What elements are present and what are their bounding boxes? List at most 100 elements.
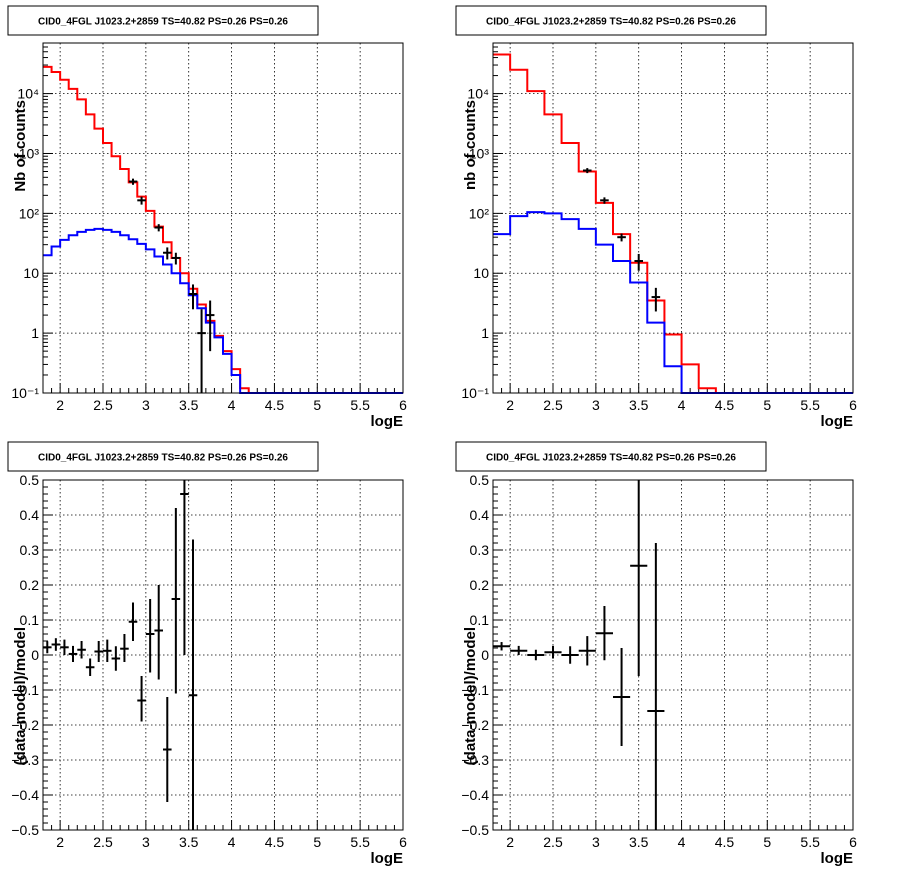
plot-frame [492, 479, 854, 831]
x-tick-label: 3 [142, 834, 150, 850]
data-point [120, 634, 129, 662]
plot-frame [42, 42, 404, 394]
data-point [544, 645, 562, 659]
y-tick-label: −0.2 [461, 717, 489, 733]
data-points [583, 168, 661, 312]
chart-title: CID0_4FGL J1023.2+2859 TS=40.82 PS=0.26 … [38, 453, 288, 464]
x-tick-label: 4 [678, 834, 686, 850]
data-points [128, 178, 215, 393]
chart-tr: 2 2.5 3 3.5 4 4.5 5 5.5 6 10⁻¹ 1 10 10² 10³ 10⁴ CID0_4F… [455, 5, 857, 430]
x-tick-label: 3.5 [629, 834, 649, 850]
data-point [68, 645, 78, 662]
y-tick-label: −0.3 [11, 752, 39, 768]
data-point [51, 638, 61, 651]
data-point [137, 196, 146, 205]
data-point [171, 252, 181, 265]
data-point [583, 168, 592, 174]
x-tick-label: 2.5 [93, 397, 113, 413]
data-points [43, 480, 198, 830]
y-axis-label: (data-model)/model [462, 627, 479, 765]
y-tick-label: 10⁴ [17, 86, 39, 102]
series-model-source [43, 227, 403, 394]
x-axis-label: logE [821, 413, 854, 430]
y-tick-label: 10³ [469, 145, 490, 161]
data-point [188, 539, 198, 830]
data-point [510, 645, 528, 655]
x-tick-label: 5 [763, 397, 771, 413]
y-tick-label: −0.4 [461, 787, 489, 803]
data-point [77, 641, 86, 659]
data-point [60, 639, 69, 655]
chart-tl: 2 2.5 3 3.5 4 4.5 5 5.5 6 10⁻¹ 1 10 10² 10³ 10⁴ CID0_4F… [7, 5, 407, 430]
x-tick-label: 3.5 [179, 397, 199, 413]
y-tick-label: 0.1 [20, 612, 40, 628]
data-point [103, 639, 112, 662]
y-tick-label: 10² [19, 205, 40, 221]
y-tick-label: −0.5 [461, 822, 489, 838]
y-tick-label: −0.2 [11, 717, 39, 733]
x-tick-label: 5.5 [350, 397, 370, 413]
y-tick-label: 10³ [19, 145, 40, 161]
y-tick-label: 0 [31, 647, 39, 663]
ticks: 2 2.5 3 3.5 4 4.5 5 5.5 6 10⁻¹ 1 10 10² 10³ 10⁴ [461, 42, 857, 413]
x-axis-label: logE [371, 413, 404, 430]
y-axis-label: Nb of counts [12, 100, 29, 192]
data-point [94, 641, 103, 662]
x-tick-label: 6 [849, 834, 857, 850]
data-point [154, 224, 163, 232]
y-tick-label: 1 [31, 325, 39, 341]
x-tick-label: 3 [592, 834, 600, 850]
x-tick-label: 2.5 [93, 834, 113, 850]
chart-bl: 2 2.5 3 3.5 4 4.5 5 5.5 6 −0.5 −0.4 −0.3 −0.2 −0.1 0 0.… [7, 441, 407, 867]
y-tick-label: −0.5 [11, 822, 39, 838]
title-box [455, 5, 767, 36]
y-tick-label: 10² [469, 205, 490, 221]
data-point [527, 649, 545, 661]
data-point [163, 247, 172, 260]
x-tick-label: 3.5 [179, 834, 199, 850]
x-tick-label: 5.5 [800, 397, 820, 413]
x-tick-label: 3.5 [629, 397, 649, 413]
x-tick-label: 6 [399, 397, 407, 413]
y-tick-label: −0.4 [11, 787, 39, 803]
data-point [595, 606, 613, 661]
data-point [561, 646, 579, 664]
y-tick-label: 0.2 [20, 577, 40, 593]
ticks: 2 2.5 3 3.5 4 4.5 5 5.5 6 −0.5 −0.4 −0.3 −0.2 −0.1 0 0.… [11, 472, 407, 850]
data-point [85, 658, 95, 676]
data-point [180, 480, 189, 655]
x-tick-label: 4 [228, 397, 236, 413]
ticks: 2 2.5 3 3.5 4 4.5 5 5.5 6 −0.5 −0.4 −0.3 −0.2 −0.1 0 0.… [461, 472, 857, 850]
y-tick-label: 10⁴ [467, 86, 489, 102]
y-tick-label: 0.3 [470, 542, 490, 558]
y-tick-label: 0 [481, 647, 489, 663]
x-axis-label: logE [821, 850, 854, 867]
x-tick-label: 3 [142, 397, 150, 413]
ticks: 2 2.5 3 3.5 4 4.5 5 5.5 6 10⁻¹ 1 10 10² 10³ 10⁴ [11, 42, 407, 413]
y-tick-label: −0.1 [11, 682, 39, 698]
x-tick-label: 6 [849, 397, 857, 413]
data-point [154, 585, 163, 680]
data-point [578, 636, 596, 666]
y-tick-label: 0.5 [470, 472, 490, 488]
x-tick-label: 4.5 [265, 834, 285, 850]
series-model-total [493, 53, 853, 394]
grid [43, 43, 403, 393]
data-point [128, 602, 138, 641]
x-tick-label: 2 [56, 834, 64, 850]
data-point [137, 676, 146, 722]
y-tick-label: 0.2 [470, 577, 490, 593]
y-tick-label: −0.3 [461, 752, 489, 768]
x-tick-label: 4 [678, 397, 686, 413]
title-box [7, 5, 319, 36]
grid [493, 480, 853, 830]
y-tick-label: 10⁻¹ [461, 385, 489, 401]
x-tick-label: 5.5 [800, 834, 820, 850]
data-point [651, 287, 661, 312]
y-tick-label: 1 [481, 325, 489, 341]
data-point [617, 233, 626, 242]
x-tick-label: 3 [592, 397, 600, 413]
chart-title: CID0_4FGL J1023.2+2859 TS=40.82 PS=0.26 … [38, 17, 288, 28]
x-tick-label: 4.5 [265, 397, 285, 413]
